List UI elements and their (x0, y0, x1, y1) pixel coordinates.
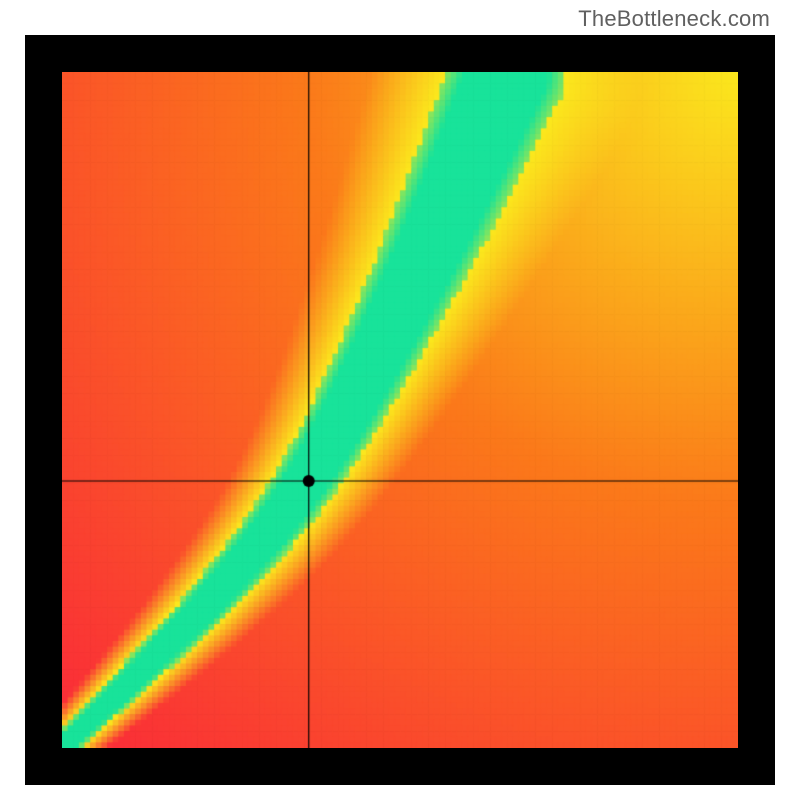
watermark-text: TheBottleneck.com (578, 6, 770, 32)
heatmap-canvas (62, 72, 738, 748)
